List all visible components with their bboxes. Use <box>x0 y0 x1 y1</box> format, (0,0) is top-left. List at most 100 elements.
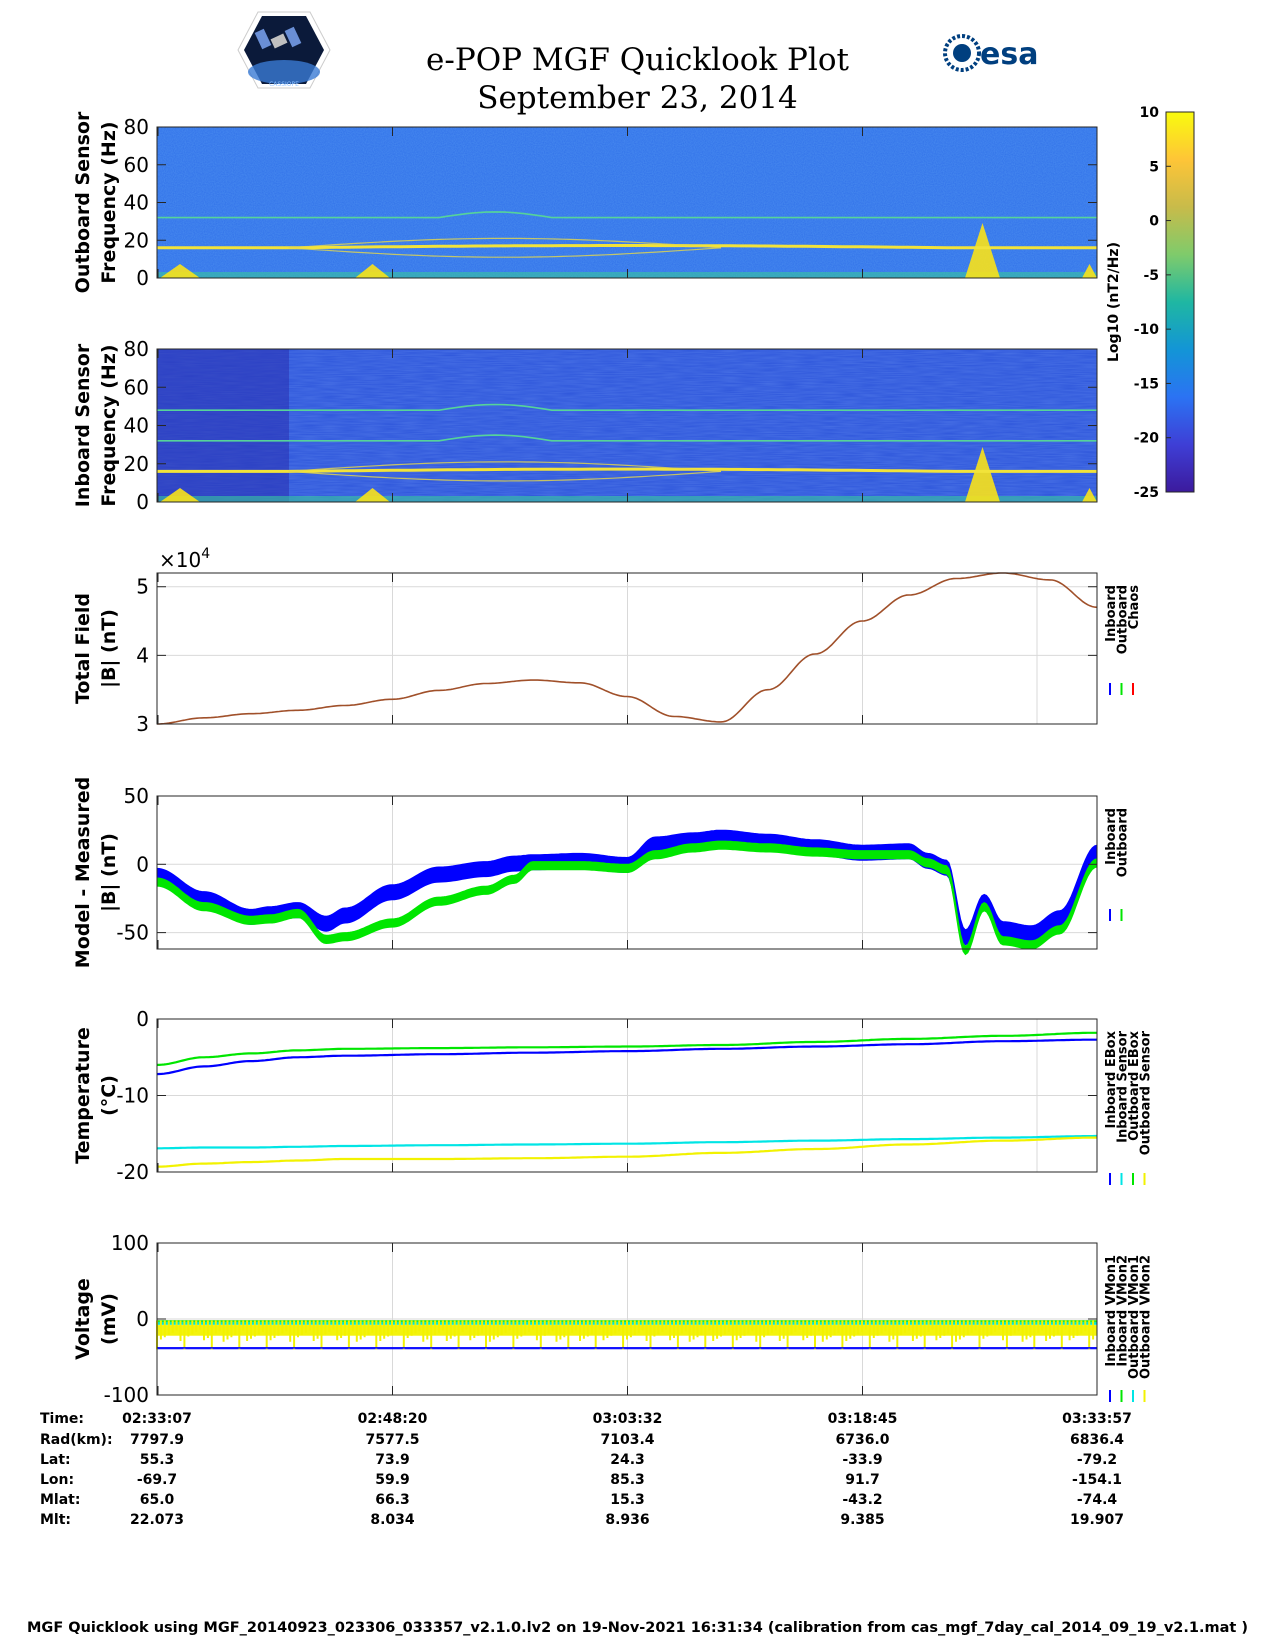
spectrogram-burst <box>1082 488 1097 502</box>
spectrogram-tone-line <box>157 434 1097 442</box>
colorbar-tick-label: 10 <box>1140 105 1160 121</box>
spectrogram-trace <box>288 470 722 482</box>
y-axis-label: Frequency (Hz) <box>98 121 120 283</box>
colorbar-tick-label: -5 <box>1143 268 1159 284</box>
y-tick-label: 80 <box>124 115 149 139</box>
ephemeris-value: 65.0 <box>140 1492 175 1508</box>
esa-logo: esa <box>943 34 1038 72</box>
cassiope-logo: CASSIOPE <box>237 11 331 89</box>
ephemeris-value: -79.2 <box>1077 1452 1117 1468</box>
spectrogram-trace <box>288 461 722 472</box>
spectrogram-burst <box>160 264 200 278</box>
panel-6: -100 0 100 Voltage (mV) Inboard VMon1Inboard … <box>72 1231 1154 1407</box>
legend-label: Outboard VMon2 <box>1139 1255 1154 1379</box>
ephemeris-value: 15.3 <box>610 1492 645 1508</box>
y-axis-label: Frequency (Hz) <box>98 344 120 506</box>
y-tick-label: 50 <box>124 784 149 808</box>
spectrogram-noise <box>157 349 1097 502</box>
series-line-outboard-sensor <box>157 1136 1097 1168</box>
spectrogram-trace <box>288 247 722 258</box>
y-tick-label: 100 <box>111 1231 149 1255</box>
ephemeris-row-label: Time: <box>40 1411 84 1427</box>
y-axis-label: Voltage <box>72 1278 94 1360</box>
spectrogram-noise <box>157 127 1097 278</box>
y-tick-label: 20 <box>124 228 149 252</box>
legend-label: Inboard EBox <box>1104 1030 1119 1128</box>
plot-title: e-POP MGF Quicklook Plot <box>426 42 849 78</box>
y-tick-label: 0 <box>136 852 149 876</box>
y-tick-label: 80 <box>124 337 149 361</box>
ephemeris-value: -154.1 <box>1072 1472 1122 1488</box>
y-axis-label: (mV) <box>98 1293 120 1345</box>
colorbar-tick-label: -25 <box>1134 485 1159 501</box>
ephemeris-value: 7797.9 <box>130 1432 184 1448</box>
colorbar-tick-label: -10 <box>1134 322 1160 338</box>
ephemeris-row-label: Lat: <box>40 1452 71 1468</box>
y-tick-label: 5 <box>136 575 149 599</box>
ephemeris-value: 55.3 <box>140 1452 175 1468</box>
y-axis-label: Outboard Sensor <box>72 111 94 293</box>
colorbar <box>1165 111 1195 493</box>
y-tick-label: 0 <box>136 1307 149 1331</box>
spectrogram-tone-line <box>157 403 1097 412</box>
legend-label: Chaos <box>1127 585 1142 629</box>
series-line-chaos <box>157 572 1098 725</box>
spectrogram-trace <box>288 237 722 249</box>
legend-label: Outboard <box>1116 585 1131 654</box>
plot-date: September 23, 2014 <box>477 80 798 116</box>
legend-label: Inboard VMon1 <box>1104 1255 1119 1367</box>
legend-label: Inboard <box>1104 808 1119 865</box>
spectrogram-burst <box>355 264 390 278</box>
ephemeris-value: -43.2 <box>842 1492 882 1508</box>
axis-exponent-label: ×104 <box>159 546 210 572</box>
colorbar-tick-label: 0 <box>1149 214 1159 230</box>
ephemeris-value: -74.4 <box>1077 1492 1118 1508</box>
spectrogram-tone-line <box>157 467 1097 473</box>
series-line-inboard-sensor <box>157 1134 1097 1150</box>
colorbar-tick-label: 5 <box>1149 159 1159 175</box>
series-line-outboard-ebox <box>157 1031 1097 1067</box>
legend-label: Outboard Sensor <box>1139 1030 1154 1155</box>
y-tick-label: 60 <box>124 375 149 399</box>
y-axis-label: Temperature <box>72 1027 94 1164</box>
ephemeris-value: 66.3 <box>375 1492 410 1508</box>
y-tick-label: -100 <box>104 1383 149 1407</box>
ephemeris-value: 8.034 <box>370 1512 415 1528</box>
y-tick-label: 20 <box>124 452 149 476</box>
y-tick-label: 4 <box>136 643 149 667</box>
spectrogram-burst <box>355 488 390 502</box>
y-axis-label: |B| (nT) <box>98 833 120 912</box>
panel-1: 0 20 40 60 80 Outboard Sensor Frequency (Hz) <box>72 111 1098 293</box>
y-tick-label: 60 <box>124 153 149 177</box>
legend-label: Outboard EBox <box>1127 1030 1142 1140</box>
ephemeris-value: 24.3 <box>610 1452 645 1468</box>
y-tick-label: -50 <box>116 921 149 945</box>
colorbar-tick-label: -15 <box>1134 376 1159 392</box>
time-tick-label: 03:18:45 <box>828 1411 898 1427</box>
legend-label: Outboard VMon1 <box>1127 1255 1142 1379</box>
ephemeris-row-label: Rad(km): <box>40 1432 113 1448</box>
ephemeris-value: 22.073 <box>130 1512 184 1528</box>
panel-2: 0 20 40 60 80 Inboard Sensor Frequency (Hz) <box>72 337 1098 514</box>
ephemeris-value: 6836.4 <box>1070 1432 1124 1448</box>
series-line-inboard-ebox <box>156 1038 1097 1076</box>
axis-exponent-base: ×10 <box>159 548 201 572</box>
y-axis-label: Inboard Sensor <box>72 343 94 507</box>
ephemeris-value: 19.907 <box>1070 1512 1124 1528</box>
ephemeris-row-label: Mlat: <box>40 1492 80 1508</box>
legend-label: Inboard Sensor <box>1116 1030 1131 1142</box>
legend-label: Outboard <box>1116 808 1131 877</box>
cassiope-logo-text: CASSIOPE <box>269 81 299 88</box>
ephemeris-value: 9.385 <box>840 1512 884 1528</box>
spectrogram-dark-region <box>157 349 289 502</box>
panel-5: -20 -10 0 Temperature (°C) Inboard EBoxInboar… <box>72 1007 1154 1185</box>
y-axis-label: (°C) <box>98 1075 120 1116</box>
footer-note: MGF Quicklook using MGF_20140923_023306_… <box>26 1620 1248 1636</box>
axis-exponent-power: 4 <box>201 546 210 562</box>
y-axis-label: Model - Measured <box>72 777 94 968</box>
spectrogram-tone-line <box>157 211 1097 219</box>
y-tick-label: 3 <box>136 712 149 736</box>
ephemeris-value: 7103.4 <box>600 1432 654 1448</box>
time-tick-label: 02:33:07 <box>122 1411 192 1427</box>
